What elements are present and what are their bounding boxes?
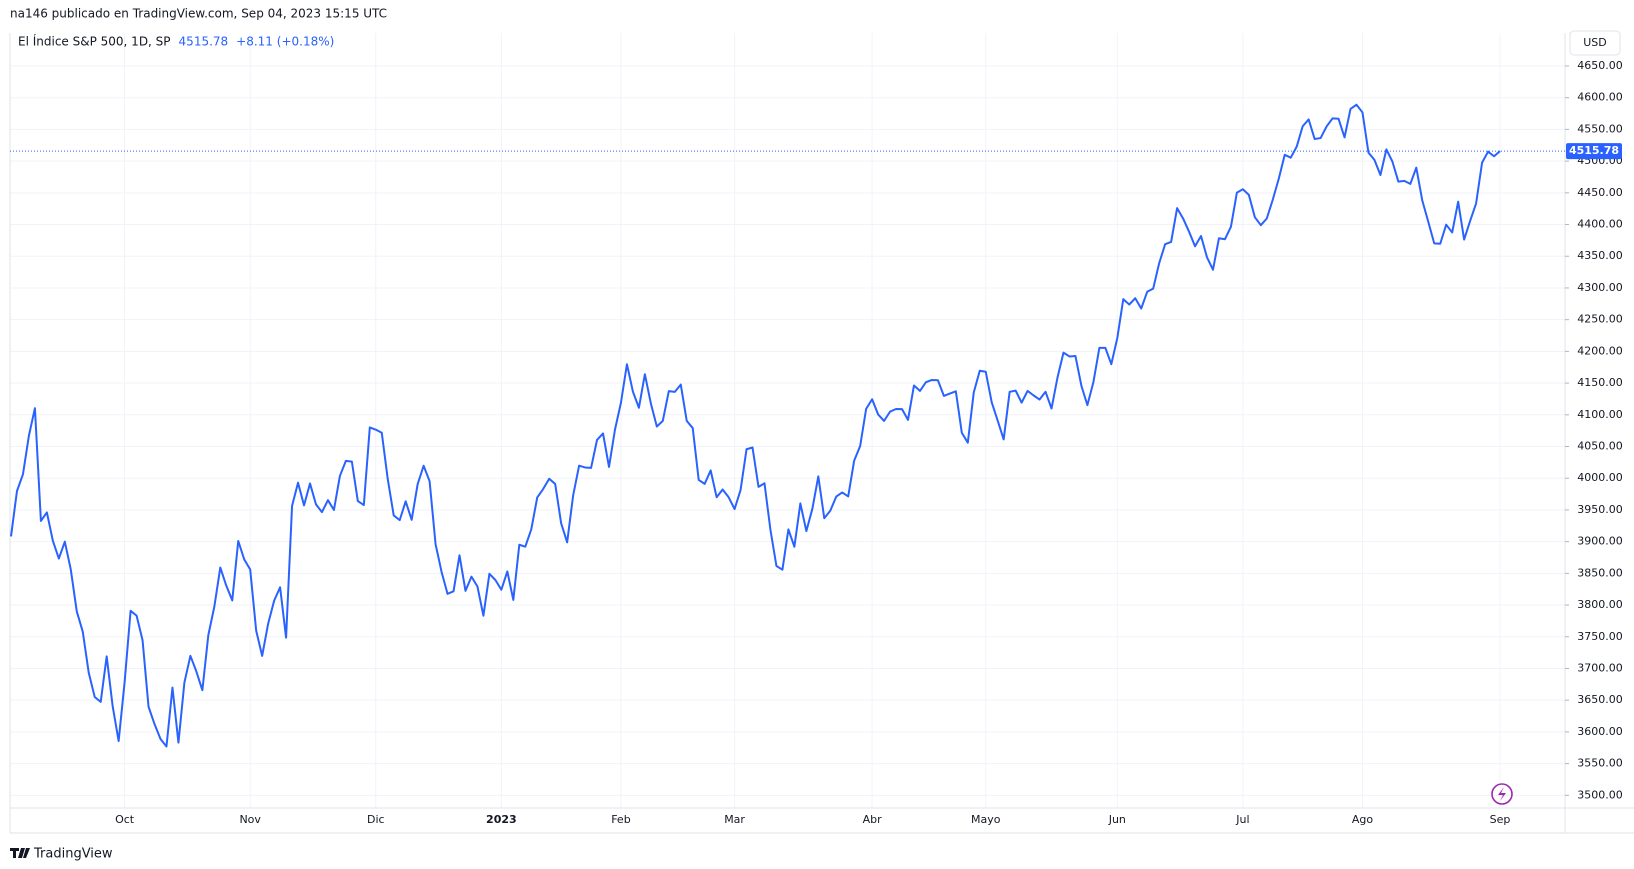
y-tick-label: 3650.00	[1577, 693, 1623, 706]
logo-mark	[10, 848, 30, 858]
y-tick-label: 3850.00	[1577, 566, 1623, 579]
y-tick-label: 3700.00	[1577, 661, 1623, 674]
price-line	[10, 103, 1501, 748]
y-tick-label: 4100.00	[1577, 408, 1623, 421]
events-icon[interactable]	[1491, 783, 1513, 805]
legend-last-price: 4515.78	[179, 35, 229, 49]
x-tick-label: Mayo	[971, 813, 1001, 826]
y-tick-label: 3600.00	[1577, 725, 1623, 738]
x-tick-label: Oct	[115, 813, 135, 826]
y-tick-label: 4350.00	[1577, 249, 1623, 262]
x-tick-label: Ago	[1352, 813, 1374, 826]
y-tick-label: 4250.00	[1577, 313, 1623, 326]
x-tick-label: Jun	[1108, 813, 1126, 826]
last-price-label: 4515.78	[1569, 144, 1619, 157]
last-price-badge	[1566, 143, 1622, 160]
x-tick-label: Feb	[611, 813, 630, 826]
y-tick-label: 4650.00	[1577, 59, 1623, 72]
currency-button[interactable]	[1569, 30, 1621, 56]
grid	[10, 33, 1565, 808]
symbol-title: El Índice S&P 500, 1D, SP	[18, 34, 171, 49]
x-tick-label: Nov	[239, 813, 261, 826]
y-tick-label: 3900.00	[1577, 535, 1623, 548]
currency-label[interactable]: USD	[1583, 36, 1607, 49]
y-tick-label: 3750.00	[1577, 630, 1623, 643]
y-tick-label: 3550.00	[1577, 757, 1623, 770]
legend-change: +8.11 (+0.18%)	[236, 35, 334, 49]
y-tick-label: 4300.00	[1577, 281, 1623, 294]
y-tick-label: 4600.00	[1577, 91, 1623, 104]
y-tick-label: 4150.00	[1577, 376, 1623, 389]
events-icon-bolt	[1498, 787, 1506, 801]
y-tick-label: 4200.00	[1577, 344, 1623, 357]
x-tick-label: Sep	[1490, 813, 1511, 826]
publisher-line: na146 publicado en TradingView.com, Sep …	[10, 7, 387, 21]
y-tick-label: 4550.00	[1577, 122, 1623, 135]
x-tick-label: Abr	[863, 813, 883, 826]
y-tick-label: 4050.00	[1577, 440, 1623, 453]
x-tick-label: Dic	[367, 813, 385, 826]
y-tick-label: 4000.00	[1577, 471, 1623, 484]
y-tick-label: 4450.00	[1577, 186, 1623, 199]
y-tick-label: 3500.00	[1577, 788, 1623, 801]
y-tick-label: 4400.00	[1577, 218, 1623, 231]
y-tick-label: 3950.00	[1577, 503, 1623, 516]
plot	[10, 103, 1565, 748]
y-tick-label: 3800.00	[1577, 598, 1623, 611]
x-tick-label: Jul	[1235, 813, 1249, 826]
x-tick-label: Mar	[724, 813, 745, 826]
logo-text: TradingView	[33, 847, 113, 862]
x-tick-label: 2023	[486, 813, 517, 826]
